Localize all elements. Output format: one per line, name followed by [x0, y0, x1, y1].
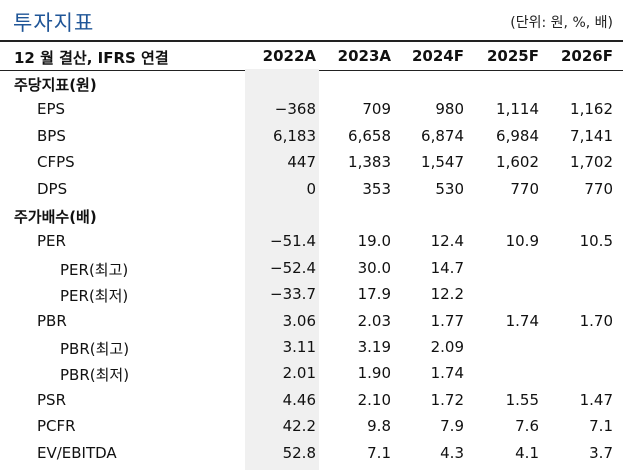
value-cell: 1.47 — [579, 390, 613, 409]
value-cell: 353 — [362, 179, 391, 198]
table-row: EPS −368 709 980 1,114 1,162 — [0, 96, 623, 122]
row-label: EPS — [37, 100, 66, 119]
value-cell: −51.4 — [270, 232, 316, 251]
value-cell: −33.7 — [270, 285, 316, 304]
value-cell: 0 — [306, 179, 316, 198]
row-label: PCFR — [37, 417, 76, 436]
row-label: PER(최저) — [60, 287, 129, 306]
row-label: PBR(최저) — [60, 366, 130, 385]
header-label: 12 월 결산, IFRS 연결 — [14, 49, 169, 67]
value-cell: 7,141 — [570, 126, 613, 145]
table-row: CFPS 447 1,383 1,547 1,602 1,702 — [0, 149, 623, 175]
table-row: PER(최고) −52.4 30.0 14.7 — [0, 255, 623, 281]
value-cell: 6,984 — [496, 126, 539, 145]
table-row: 주가배수(배) — [0, 202, 623, 228]
value-cell: 7.1 — [589, 417, 613, 436]
value-cell: 980 — [435, 100, 464, 119]
value-cell: 7.1 — [367, 443, 391, 462]
table-row: PCFR 42.2 9.8 7.9 7.6 7.1 — [0, 413, 623, 439]
value-cell: 1.74 — [430, 364, 464, 383]
row-label: PSR — [37, 390, 66, 409]
value-cell: 1.77 — [430, 311, 464, 330]
row-label: 주가배수(배) — [14, 208, 97, 226]
value-cell: 1.90 — [357, 364, 391, 383]
header-year-2024: 2024F — [412, 47, 464, 65]
value-cell: 10.5 — [579, 232, 613, 251]
value-cell: 14.7 — [430, 258, 464, 277]
table-row: PER(최저) −33.7 17.9 12.2 — [0, 281, 623, 307]
value-cell: 1.55 — [505, 390, 539, 409]
value-cell: 12.4 — [430, 232, 464, 251]
header-year-2025: 2025F — [487, 47, 539, 65]
row-label: 주당지표(원) — [14, 76, 97, 94]
value-cell: 42.2 — [282, 417, 316, 436]
table-row: PSR 4.46 2.10 1.72 1.55 1.47 — [0, 387, 623, 413]
value-cell: 1,383 — [348, 153, 391, 172]
table-row: 주당지표(원) — [0, 70, 623, 96]
value-cell: 1,702 — [570, 153, 613, 172]
row-label: CFPS — [37, 153, 75, 172]
value-cell: 52.8 — [282, 443, 316, 462]
value-cell: 1,114 — [496, 100, 539, 119]
row-label: PER — [37, 232, 66, 251]
value-cell: 17.9 — [357, 285, 391, 304]
table-row: BPS 6,183 6,658 6,874 6,984 7,141 — [0, 123, 623, 149]
highlight-column-2022 — [245, 69, 319, 470]
value-cell: 1.70 — [579, 311, 613, 330]
value-cell: 1.72 — [430, 390, 464, 409]
value-cell: 447 — [287, 153, 316, 172]
value-cell: 2.03 — [357, 311, 391, 330]
table-row: PBR(최고) 3.11 3.19 2.09 — [0, 334, 623, 360]
value-cell: 6,183 — [273, 126, 316, 145]
value-cell: 3.19 — [357, 338, 391, 356]
value-cell: 7.6 — [515, 417, 539, 436]
value-cell: 4.1 — [515, 443, 539, 462]
value-cell: 530 — [435, 179, 464, 198]
value-cell: 3.06 — [282, 311, 316, 330]
row-label: PER(최고) — [60, 260, 129, 279]
value-cell: 770 — [510, 179, 539, 198]
table-header: 12 월 결산, IFRS 연결 2022A 2023A 2024F 2025F… — [0, 40, 623, 71]
value-cell: 709 — [362, 100, 391, 119]
table-row: PBR 3.06 2.03 1.77 1.74 1.70 — [0, 308, 623, 334]
header-year-2026: 2026F — [561, 47, 613, 65]
value-cell: 4.3 — [440, 443, 464, 462]
value-cell: 9.8 — [367, 417, 391, 436]
value-cell: 3.11 — [282, 338, 316, 356]
value-cell: 3.7 — [589, 443, 613, 462]
value-cell: 1,547 — [421, 153, 464, 172]
row-label: EV/EBITDA — [37, 443, 117, 462]
table-row: DPS 0 353 530 770 770 — [0, 176, 623, 202]
value-cell: 10.9 — [505, 232, 539, 251]
value-cell: 2.09 — [430, 338, 464, 356]
value-cell: 1,602 — [496, 153, 539, 172]
row-label: PBR — [37, 311, 67, 330]
value-cell: 6,658 — [348, 126, 391, 145]
value-cell: 1,162 — [570, 100, 613, 119]
value-cell: 7.9 — [440, 417, 464, 436]
value-cell: 12.2 — [430, 285, 464, 304]
table-row: PER −51.4 19.0 12.4 10.9 10.5 — [0, 228, 623, 254]
table-row: PBR(최저) 2.01 1.90 1.74 — [0, 360, 623, 386]
value-cell: 19.0 — [357, 232, 391, 251]
value-cell: −368 — [274, 100, 316, 119]
value-cell: 30.0 — [357, 258, 391, 277]
table-row: EV/EBITDA 52.8 7.1 4.3 4.1 3.7 — [0, 440, 623, 466]
header-year-2022: 2022A — [262, 47, 316, 65]
header-year-2023: 2023A — [337, 47, 391, 65]
value-cell: 4.46 — [282, 390, 316, 409]
page-title: 투자지표 — [13, 11, 95, 35]
value-cell: 6,874 — [421, 126, 464, 145]
value-cell: 1.74 — [505, 311, 539, 330]
title-row: 투자지표 (단위: 원, %, 배) — [0, 0, 623, 40]
row-label: PBR(최고) — [60, 340, 130, 358]
row-label: BPS — [37, 126, 66, 145]
unit-note: (단위: 원, %, 배) — [510, 15, 613, 31]
value-cell: −52.4 — [270, 258, 316, 277]
value-cell: 2.01 — [282, 364, 316, 383]
value-cell: 2.10 — [357, 390, 391, 409]
value-cell: 770 — [584, 179, 613, 198]
row-label: DPS — [37, 179, 68, 198]
